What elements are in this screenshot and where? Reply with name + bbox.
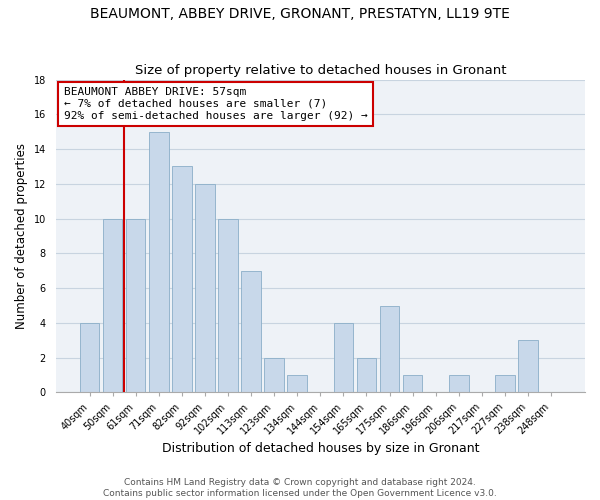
Bar [80,323,100,392]
Bar [126,218,145,392]
Text: BEAUMONT ABBEY DRIVE: 57sqm
← 7% of detached houses are smaller (7)
92% of semi-: BEAUMONT ABBEY DRIVE: 57sqm ← 7% of deta… [64,88,367,120]
Bar [103,218,122,392]
Bar [241,270,261,392]
X-axis label: Distribution of detached houses by size in Gronant: Distribution of detached houses by size … [161,442,479,455]
Bar [403,375,422,392]
Text: BEAUMONT, ABBEY DRIVE, GRONANT, PRESTATYN, LL19 9TE: BEAUMONT, ABBEY DRIVE, GRONANT, PRESTATY… [90,8,510,22]
Bar [265,358,284,392]
Bar [218,218,238,392]
Bar [495,375,515,392]
Y-axis label: Number of detached properties: Number of detached properties [15,143,28,329]
Bar [172,166,191,392]
Title: Size of property relative to detached houses in Gronant: Size of property relative to detached ho… [134,64,506,77]
Bar [449,375,469,392]
Bar [380,306,400,392]
Bar [195,184,215,392]
Bar [356,358,376,392]
Bar [149,132,169,392]
Bar [334,323,353,392]
Text: Contains HM Land Registry data © Crown copyright and database right 2024.
Contai: Contains HM Land Registry data © Crown c… [103,478,497,498]
Bar [287,375,307,392]
Bar [518,340,538,392]
